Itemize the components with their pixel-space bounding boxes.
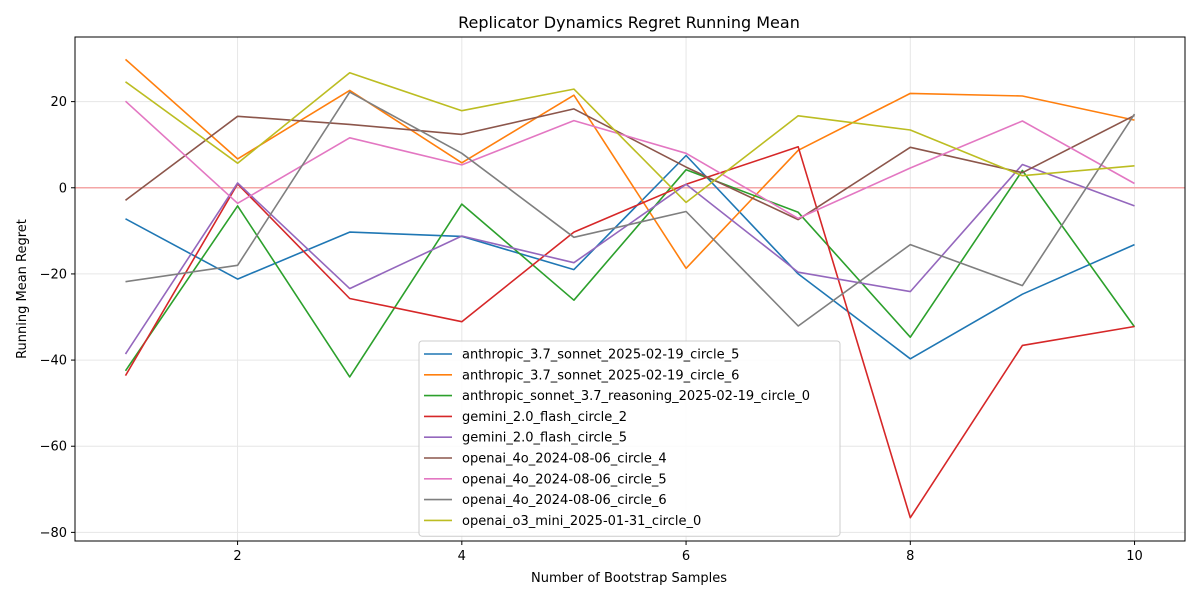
x-tick-label: 2 <box>233 549 241 564</box>
x-tick-label: 6 <box>682 549 690 564</box>
chart-title: Replicator Dynamics Regret Running Mean <box>458 13 800 32</box>
series-line-1 <box>125 154 1135 360</box>
legend-entry-label: openai_4o_2024-08-06_circle_6 <box>462 493 667 508</box>
legend-entry-label: gemini_2.0_flash_circle_5 <box>462 431 627 446</box>
legend-entry-label: anthropic_sonnet_3.7_reasoning_2025-02-1… <box>462 389 810 404</box>
plot-area-frame <box>74 36 1186 542</box>
y-tick-label: −20 <box>40 267 67 282</box>
series-line-6 <box>125 108 1135 221</box>
y-axis-ticks: −80 −60 −40 −20 0 20 <box>40 95 75 541</box>
legend-entry-label: openai_o3_mini_2025-01-31_circle_0 <box>462 514 701 529</box>
legend-entry-label: gemini_2.0_flash_circle_2 <box>462 410 627 425</box>
y-tick-label: −80 <box>40 526 67 541</box>
legend-entry-label: openai_4o_2024-08-06_circle_4 <box>462 452 667 467</box>
series-line-2 <box>124 58 1135 270</box>
x-axis-ticks: 2 4 6 8 10 <box>233 541 1143 564</box>
series-line-3 <box>124 168 1136 378</box>
legend-entry-label: anthropic_3.7_sonnet_2025-02-19_circle_5 <box>462 348 739 363</box>
series-line-5 <box>124 163 1135 355</box>
y-tick-label: 20 <box>50 95 67 110</box>
x-tick-label: 4 <box>458 549 466 564</box>
x-tick-label: 10 <box>1126 549 1143 564</box>
legend: anthropic_3.7_sonnet_2025-02-19_circle_5… <box>418 340 841 537</box>
legend-box <box>418 340 841 537</box>
series-line-9 <box>125 72 1135 204</box>
y-tick-label: −40 <box>40 354 67 369</box>
series-line-4 <box>124 146 1135 519</box>
x-tick-label: 8 <box>906 549 914 564</box>
series-line-8 <box>125 91 1136 327</box>
legend-entry-label: openai_4o_2024-08-06_circle_5 <box>462 472 667 487</box>
y-tick-label: −60 <box>40 440 67 455</box>
series-line-7 <box>124 100 1135 220</box>
y-tick-label: 0 <box>59 181 67 196</box>
legend-entry-label: anthropic_3.7_sonnet_2025-02-19_circle_6 <box>462 368 739 383</box>
y-axis-label: Running Mean Regret <box>15 219 30 359</box>
x-axis-label: Number of Bootstrap Samples <box>531 571 727 586</box>
series-layer <box>124 58 1136 519</box>
